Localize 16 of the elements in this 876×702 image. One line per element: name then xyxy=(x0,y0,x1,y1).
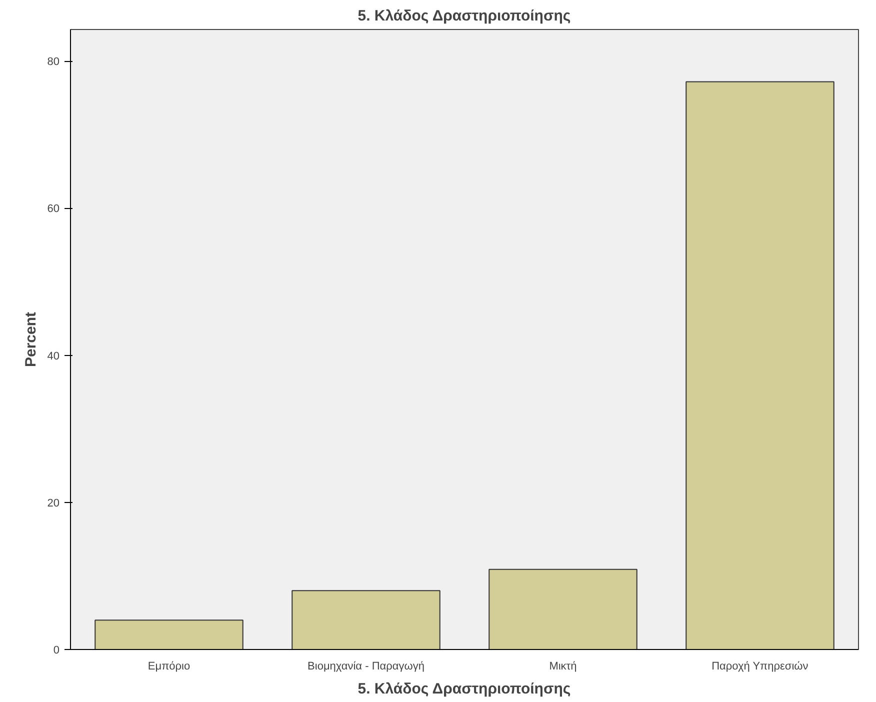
bar xyxy=(488,568,638,650)
y-tick-label: 80 xyxy=(47,56,60,68)
bar xyxy=(686,81,834,650)
chart-title: 5. Κλάδος Δραστηριοποίησης xyxy=(358,8,571,24)
x-tick-label: Μικτή xyxy=(549,660,577,672)
y-tick-label: 0 xyxy=(53,644,60,656)
y-tick-label: 60 xyxy=(47,203,60,216)
bar xyxy=(292,590,440,650)
x-tick-label: Βιομηχανία - Παραγωγή xyxy=(308,660,424,672)
x-tick-label: Παροχή Υπηρεσιών xyxy=(712,660,809,672)
x-tick-label: Εμπόριο xyxy=(148,660,190,672)
x-axis-title: 5. Κλάδος Δραστηριοποίησης xyxy=(358,680,571,698)
y-tick-label: 20 xyxy=(47,497,60,510)
bar xyxy=(94,620,244,650)
y-axis-title: Percent xyxy=(22,312,40,368)
y-tick-label: 40 xyxy=(47,350,60,362)
